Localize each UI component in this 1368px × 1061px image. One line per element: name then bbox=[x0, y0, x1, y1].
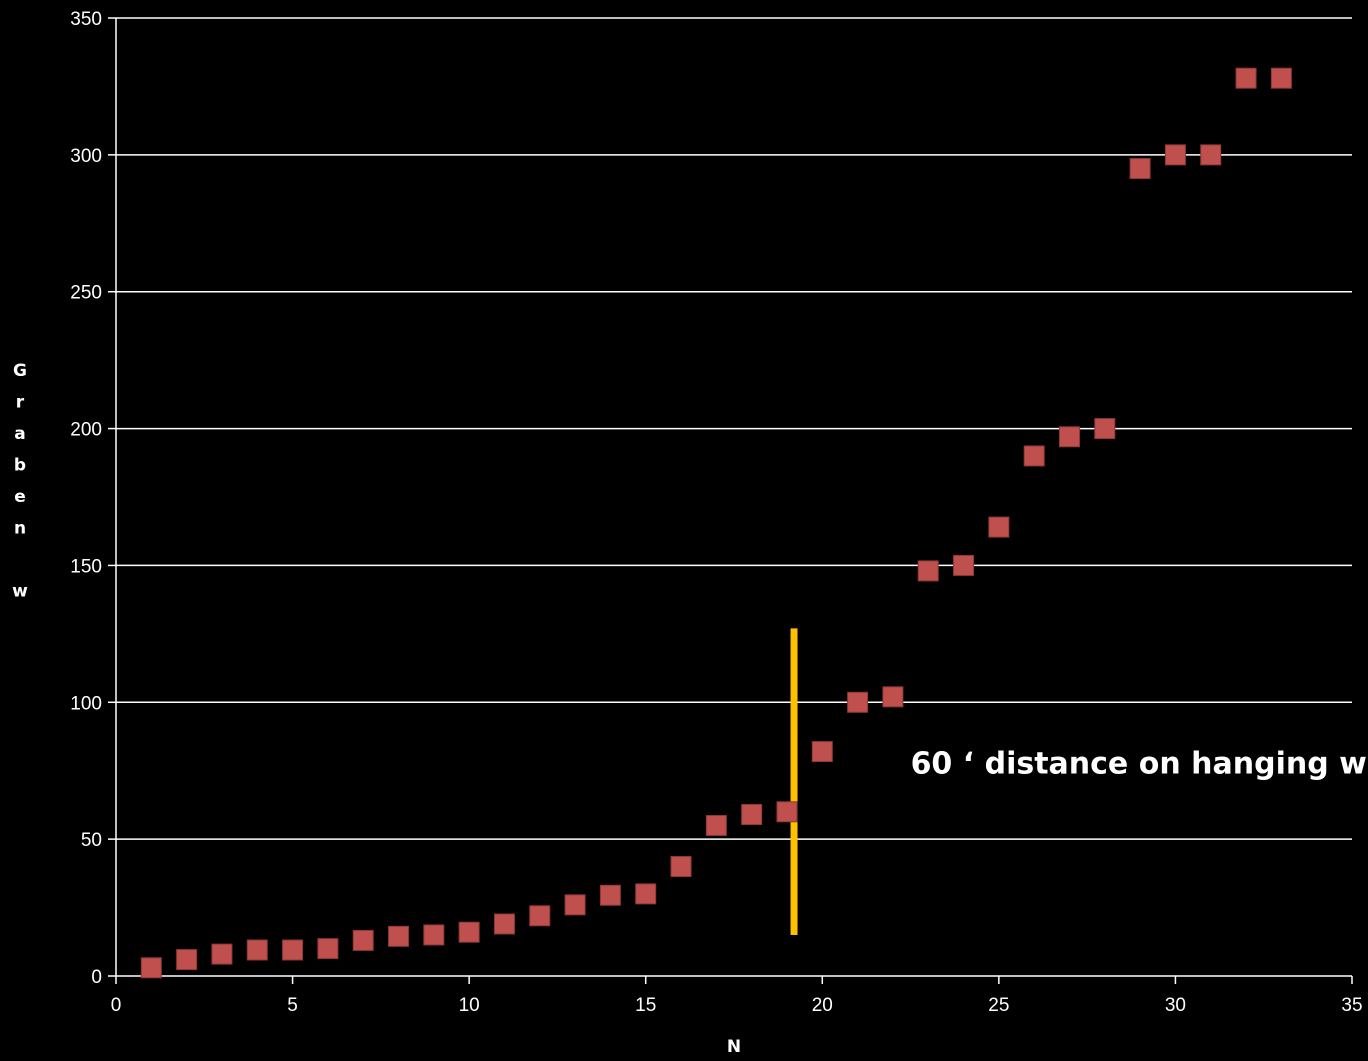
data-point bbox=[953, 554, 975, 576]
data-point bbox=[741, 804, 763, 826]
data-point bbox=[635, 883, 657, 905]
data-point bbox=[1270, 67, 1292, 89]
y-tick-label-150: 150 bbox=[70, 556, 102, 577]
y-axis-title-letter: e bbox=[14, 487, 26, 507]
data-point bbox=[776, 801, 798, 823]
y-tick-label-250: 250 bbox=[70, 283, 102, 304]
y-tick-label-50: 50 bbox=[81, 830, 102, 851]
x-tick-label-25: 25 bbox=[988, 995, 1009, 1016]
y-axis-title-letter: G bbox=[13, 361, 27, 381]
y-axis-title-letter: r bbox=[16, 393, 25, 413]
y-tick-label-0: 0 bbox=[91, 967, 102, 988]
data-points bbox=[140, 67, 1292, 979]
data-point bbox=[529, 905, 551, 927]
x-tick-label-10: 10 bbox=[459, 995, 480, 1016]
data-point bbox=[493, 913, 515, 935]
y-tick-label-350: 350 bbox=[70, 9, 102, 30]
data-point bbox=[282, 939, 304, 961]
data-point bbox=[599, 884, 621, 906]
data-point bbox=[1058, 426, 1080, 448]
x-tick-label-5: 5 bbox=[287, 995, 298, 1016]
data-point bbox=[705, 814, 727, 836]
y-tick-label-100: 100 bbox=[70, 693, 102, 714]
data-point bbox=[564, 894, 586, 916]
data-point bbox=[317, 938, 339, 960]
data-point bbox=[1235, 67, 1257, 89]
data-point bbox=[140, 957, 162, 979]
data-point bbox=[882, 686, 904, 708]
x-tick-label-30: 30 bbox=[1165, 995, 1186, 1016]
data-point bbox=[1200, 144, 1222, 166]
gridlines bbox=[116, 17, 1352, 840]
x-axis-title: N bbox=[727, 1037, 741, 1057]
data-point bbox=[847, 691, 869, 713]
y-tick-label-200: 200 bbox=[70, 420, 102, 441]
y-tick-labels: 0 50 100 150 200 250 300 350 bbox=[70, 9, 102, 988]
y-tick-label-300: 300 bbox=[70, 146, 102, 167]
data-point bbox=[1094, 418, 1116, 440]
data-point bbox=[458, 921, 480, 943]
y-axis-title-letter: a bbox=[14, 424, 25, 444]
axes bbox=[108, 17, 1353, 984]
data-point bbox=[1164, 144, 1186, 166]
data-point bbox=[917, 560, 939, 582]
annotation-layer: 60 ‘ distance on hanging wall bbox=[911, 747, 1368, 782]
x-tick-label-0: 0 bbox=[111, 995, 122, 1016]
x-tick-labels: 0 5 10 15 20 25 30 35 bbox=[111, 995, 1363, 1016]
data-point bbox=[423, 924, 445, 946]
annotation-label: 60 ‘ distance on hanging wall bbox=[911, 747, 1368, 782]
data-point bbox=[1129, 158, 1151, 180]
x-tick-label-20: 20 bbox=[812, 995, 833, 1016]
data-point bbox=[670, 856, 692, 878]
data-point bbox=[211, 943, 233, 965]
data-point bbox=[1023, 445, 1045, 467]
data-point bbox=[388, 925, 410, 947]
y-axis-title-letter: b bbox=[14, 456, 26, 476]
y-axis-title-letter: w bbox=[12, 582, 28, 602]
x-tick-label-35: 35 bbox=[1341, 995, 1362, 1016]
data-point bbox=[246, 939, 268, 961]
data-point bbox=[811, 741, 833, 763]
data-point bbox=[176, 949, 198, 971]
data-point bbox=[988, 516, 1010, 538]
x-tick-label-15: 15 bbox=[635, 995, 656, 1016]
y-axis-title-letter: n bbox=[14, 519, 26, 539]
data-point bbox=[352, 929, 374, 951]
